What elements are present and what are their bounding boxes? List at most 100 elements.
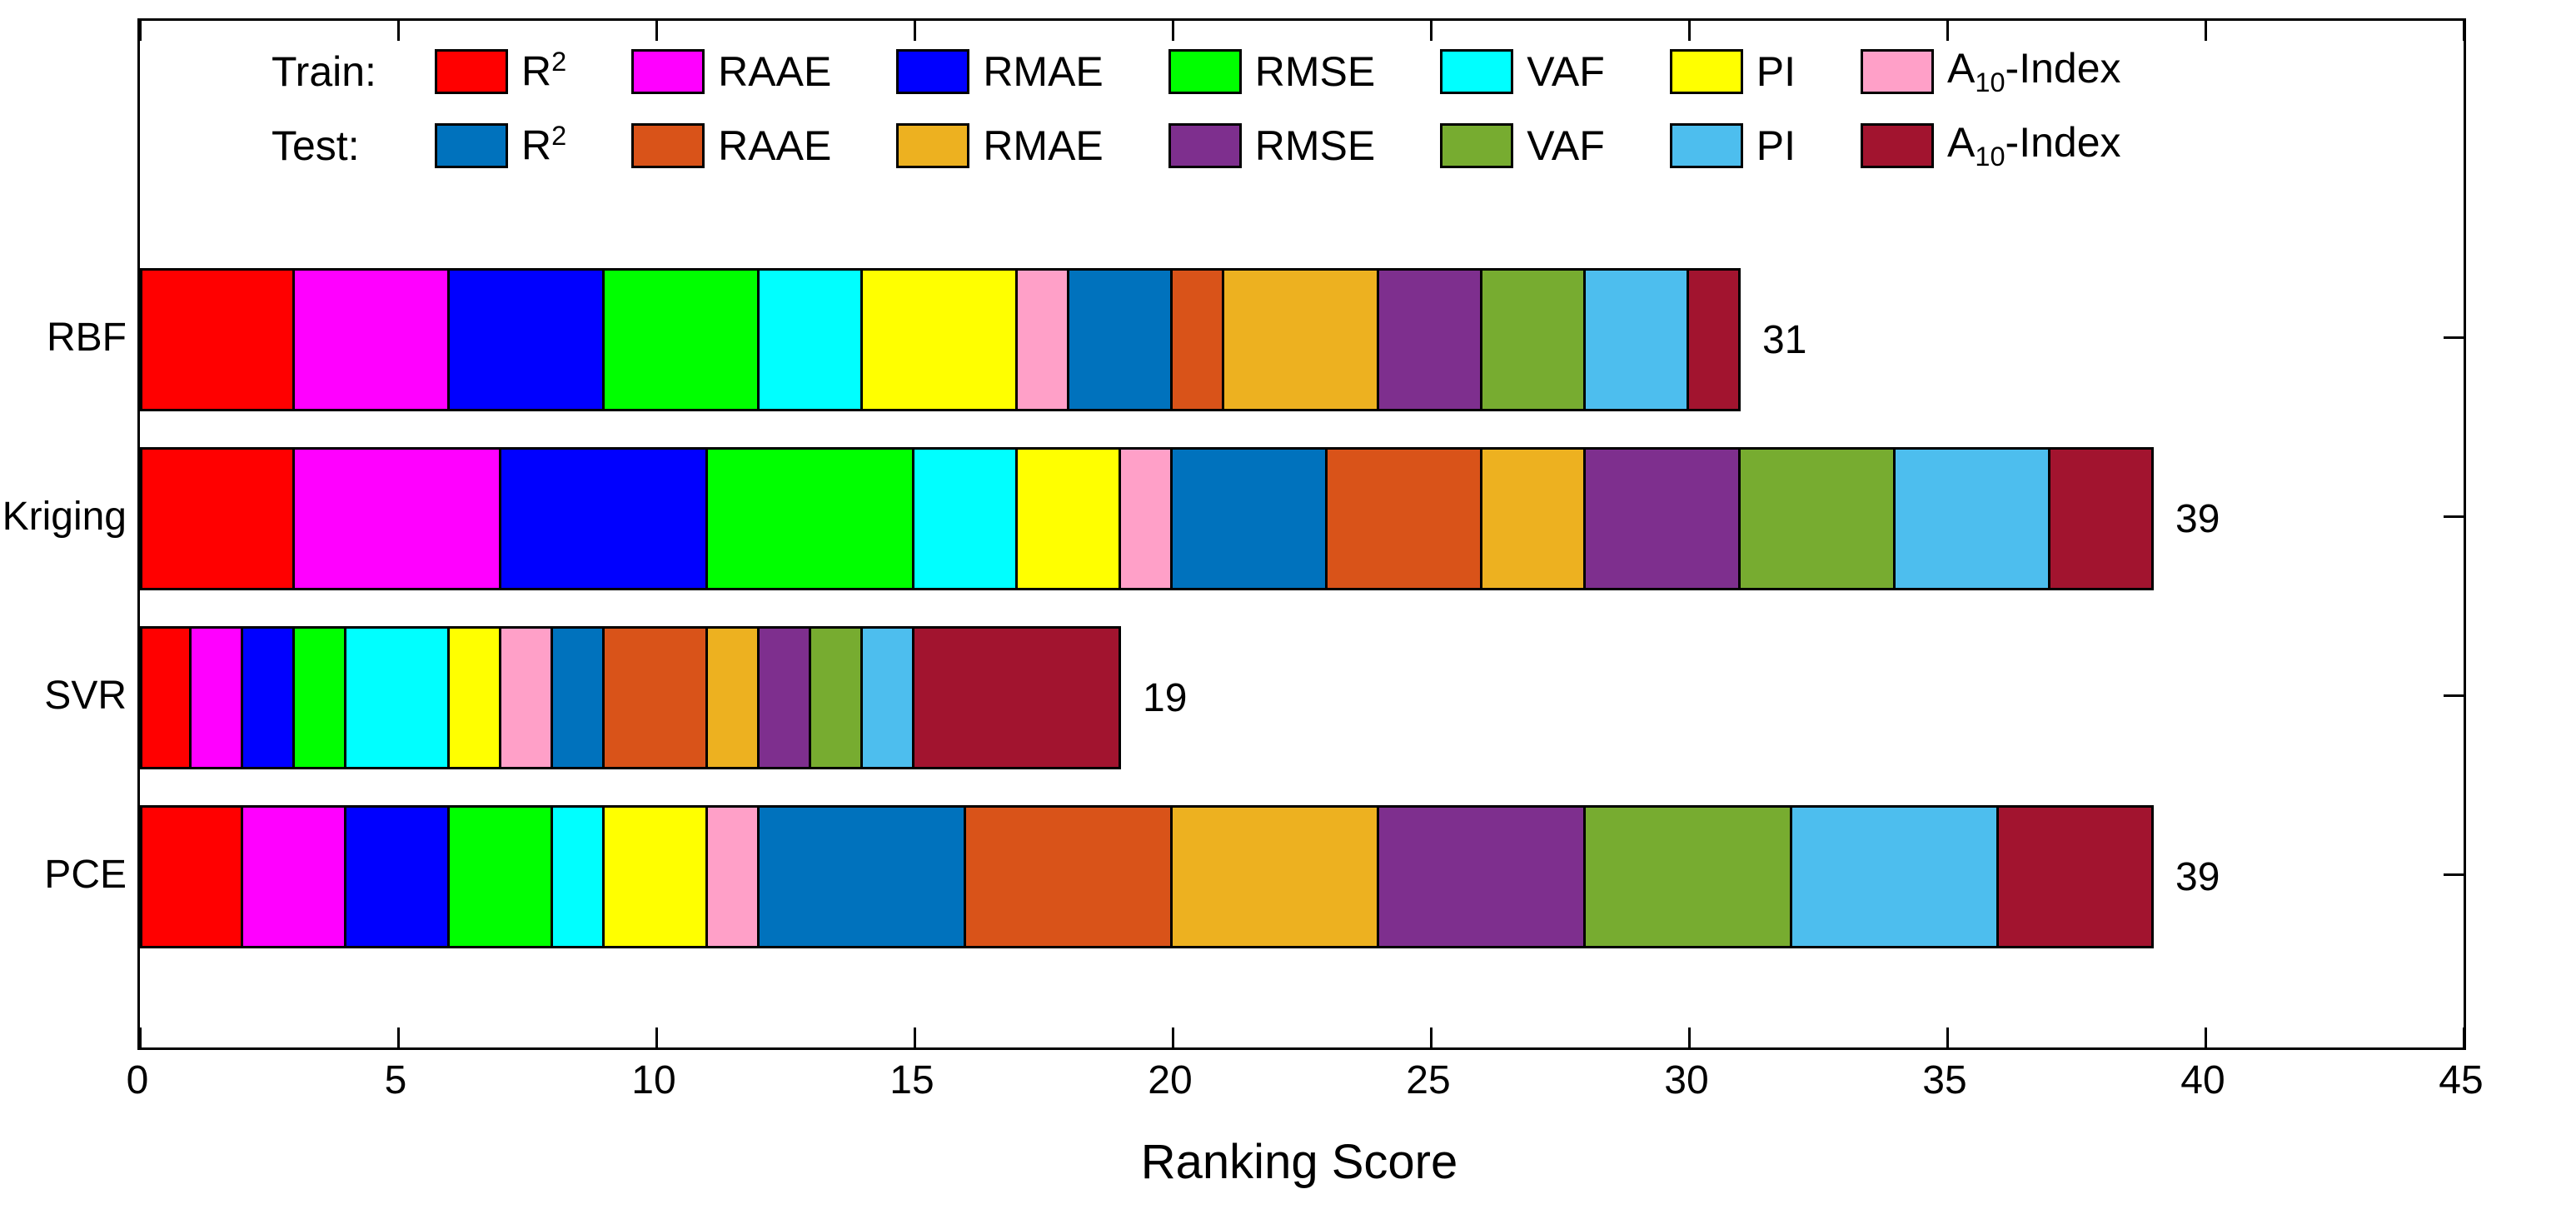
- bar-segment-train-vaf: [757, 268, 863, 411]
- y-tick-label: RBF: [47, 315, 127, 360]
- bar-segment-train-a10-index: [499, 626, 553, 769]
- legend-item-label: A10-Index: [1947, 45, 2121, 97]
- bar-segment-train-rmse: [447, 805, 553, 948]
- bar-segment-train-pi: [860, 268, 1018, 411]
- legend-swatch: [896, 48, 970, 94]
- legend-swatch: [1440, 122, 1514, 168]
- x-tick: [397, 1027, 400, 1047]
- bar-segment-test-pi: [1790, 805, 1999, 948]
- x-tick: [1430, 21, 1432, 41]
- legend-item-label: RAAE: [718, 122, 832, 169]
- legend-item-label: RMSE: [1254, 122, 1376, 169]
- bar-segment-test-vaf: [1583, 805, 1792, 948]
- legend-item-label: PI: [1756, 47, 1796, 95]
- bar-segment-train-pi: [1015, 447, 1121, 590]
- bar-segment-test-a10-index: [912, 626, 1121, 769]
- legend-item-label: PI: [1756, 122, 1796, 169]
- bar-segment-test-rmae: [1170, 805, 1379, 948]
- bar-segment-train-r2: [140, 626, 192, 769]
- legend-swatch: [1168, 48, 1242, 94]
- bar-segment-test-r2: [551, 626, 605, 769]
- bar-segment-test-raae: [1170, 268, 1224, 411]
- bar-segment-train-vaf: [912, 447, 1018, 590]
- y-tick-label: PCE: [44, 852, 127, 897]
- x-tick: [1946, 1027, 1949, 1047]
- legend-group-label: Test:: [272, 122, 360, 169]
- bar-segment-test-a10-index: [1687, 268, 1741, 411]
- legend-item-label: R2: [521, 47, 567, 95]
- x-tick-label: 35: [1922, 1058, 1967, 1102]
- bar-segment-test-r2: [1170, 447, 1328, 590]
- bar-row: 31: [140, 268, 2464, 411]
- y-tick: [2444, 694, 2464, 697]
- x-tick: [397, 21, 400, 41]
- x-tick: [2463, 1027, 2465, 1047]
- legend-swatch: [434, 48, 508, 94]
- bar-segment-test-a10-index: [1996, 805, 2154, 948]
- bar-segment-test-a10-index: [2048, 447, 2154, 590]
- legend-swatch: [631, 122, 705, 168]
- bar-segment-train-raae: [189, 626, 243, 769]
- bar-segment-train-r2: [140, 805, 243, 948]
- x-tick: [655, 21, 658, 41]
- x-tick: [2463, 21, 2465, 41]
- legend-item-label: RAAE: [718, 47, 832, 95]
- bar-segment-train-pi: [602, 805, 708, 948]
- legend-item-label: A10-Index: [1947, 119, 2121, 172]
- bar-segment-test-rmse: [1583, 447, 1741, 590]
- x-tick-label: 0: [126, 1058, 149, 1102]
- bar-segment-train-rmae: [344, 805, 450, 948]
- bar-segment-test-rmae: [705, 626, 760, 769]
- legend-swatch: [1168, 122, 1242, 168]
- legend-item-label: VAF: [1527, 47, 1605, 95]
- bar-segment-test-vaf: [1738, 447, 1896, 590]
- bar-segment-train-rmse: [705, 447, 914, 590]
- x-tick-label: 15: [889, 1058, 934, 1102]
- bar-total-label: 19: [1143, 675, 1188, 720]
- bar-segment-test-raae: [602, 626, 708, 769]
- legend-swatch: [1669, 122, 1743, 168]
- x-tick: [1172, 1027, 1174, 1047]
- legend-swatch: [896, 122, 970, 168]
- x-tick: [139, 21, 142, 41]
- bar-segment-test-rmse: [1377, 268, 1482, 411]
- bar-segment-test-r2: [1067, 268, 1173, 411]
- x-tick-label: 5: [384, 1058, 407, 1102]
- x-tick: [1688, 1027, 1691, 1047]
- bar-total-label: 39: [2175, 496, 2220, 541]
- x-tick: [2205, 1027, 2207, 1047]
- bar-row: 39: [140, 805, 2464, 948]
- legend-item-label: VAF: [1527, 122, 1605, 169]
- x-tick: [655, 1027, 658, 1047]
- bar-segment-train-pi: [447, 626, 501, 769]
- plot-area: Train: R2 RAAE RMAE RMSE VAF PI A10-Index Test: R…: [137, 18, 2466, 1050]
- bar-segment-train-a10-index: [1119, 447, 1173, 590]
- bar-segment-train-raae: [241, 805, 346, 948]
- x-tick-label: 40: [2180, 1058, 2225, 1102]
- bar-segment-test-rmae: [1222, 268, 1379, 411]
- bar-segment-train-a10-index: [705, 805, 760, 948]
- x-tick-label: 10: [631, 1058, 676, 1102]
- x-tick: [1688, 21, 1691, 41]
- legend-swatch: [434, 122, 508, 168]
- bar-segment-test-vaf: [809, 626, 863, 769]
- bar-segment-test-raae: [1325, 447, 1482, 590]
- x-tick: [1172, 21, 1174, 41]
- x-tick: [914, 1027, 916, 1047]
- bar-segment-test-rmae: [1480, 447, 1586, 590]
- x-tick-label: 25: [1406, 1058, 1451, 1102]
- bar-segment-test-r2: [757, 805, 966, 948]
- bar-segment-train-rmse: [292, 626, 346, 769]
- y-tick-label: Kriging: [2, 494, 127, 539]
- bar-segment-train-rmae: [499, 447, 708, 590]
- bar-segment-train-a10-index: [1015, 268, 1069, 411]
- x-tick: [139, 1027, 142, 1047]
- bar-segment-train-raae: [292, 268, 450, 411]
- y-tick: [2444, 515, 2464, 518]
- x-tick-label: 45: [2439, 1058, 2484, 1102]
- x-tick: [1946, 21, 1949, 41]
- legend-swatch: [1440, 48, 1514, 94]
- bar-segment-test-pi: [860, 626, 914, 769]
- bar-row: 19: [140, 626, 2464, 769]
